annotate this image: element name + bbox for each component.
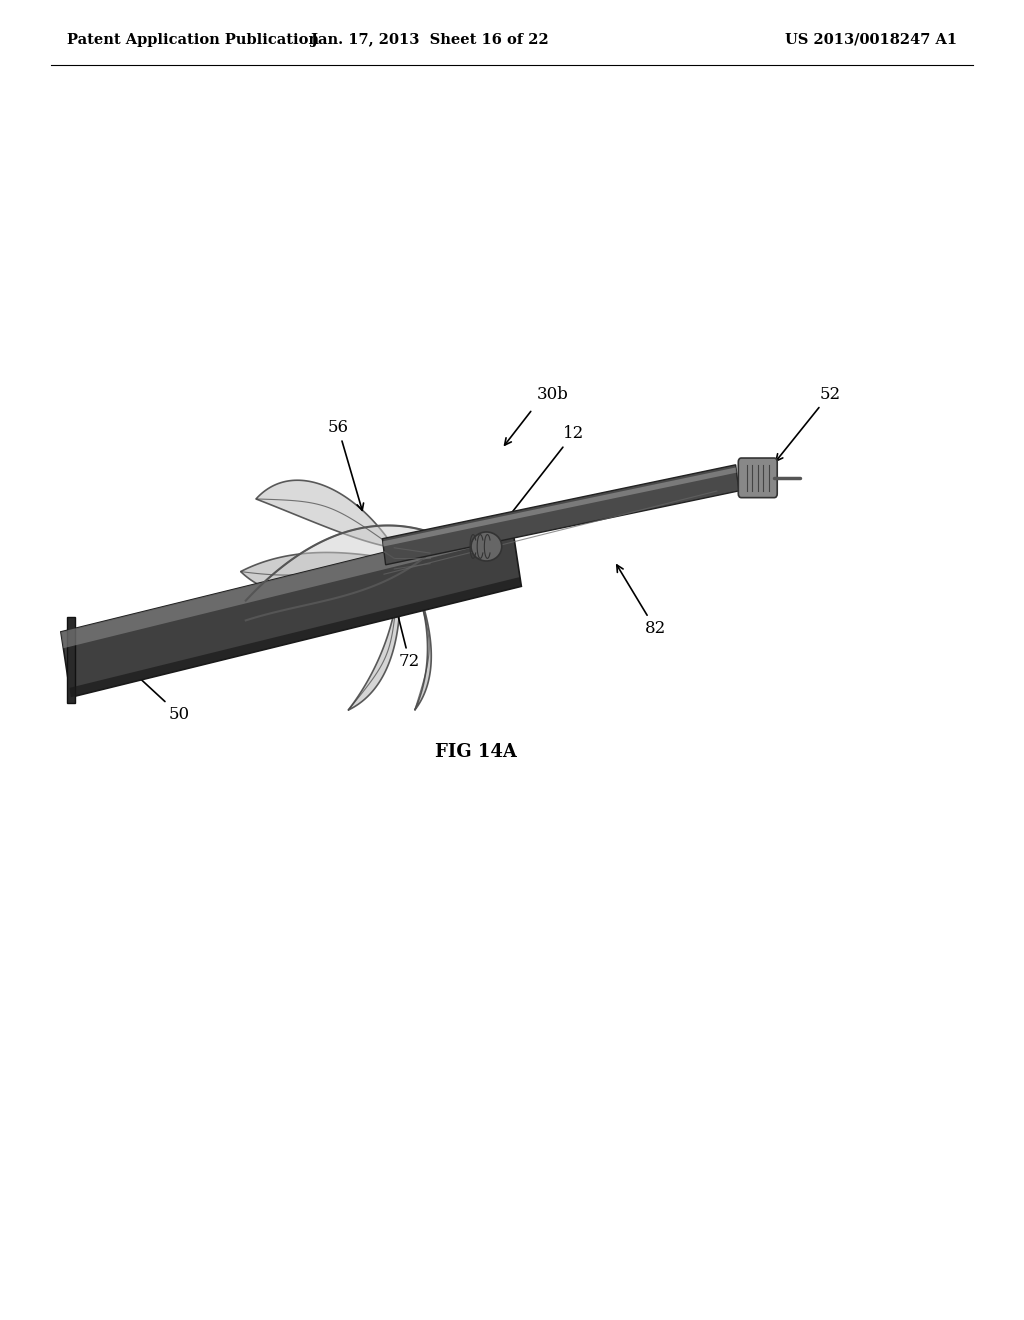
Polygon shape [407,561,431,710]
Text: 82: 82 [616,565,666,638]
Polygon shape [246,525,425,620]
Polygon shape [382,465,739,565]
Text: US 2013/0018247 A1: US 2013/0018247 A1 [785,33,957,46]
Polygon shape [241,553,389,594]
Text: 72: 72 [394,605,420,671]
Polygon shape [60,521,521,697]
Polygon shape [348,565,400,710]
Ellipse shape [471,532,502,561]
Text: 50: 50 [126,665,189,723]
Text: 52: 52 [776,385,841,461]
Text: 30b: 30b [537,385,569,403]
Text: 56: 56 [328,418,364,511]
Polygon shape [60,521,514,648]
Polygon shape [67,616,75,702]
Polygon shape [256,480,394,548]
Text: Jan. 17, 2013  Sheet 16 of 22: Jan. 17, 2013 Sheet 16 of 22 [311,33,549,46]
Text: 12: 12 [495,425,584,535]
Polygon shape [70,577,521,697]
Polygon shape [383,467,736,546]
Text: FIG 14A: FIG 14A [435,743,517,762]
FancyBboxPatch shape [738,458,777,498]
Text: Patent Application Publication: Patent Application Publication [67,33,318,46]
